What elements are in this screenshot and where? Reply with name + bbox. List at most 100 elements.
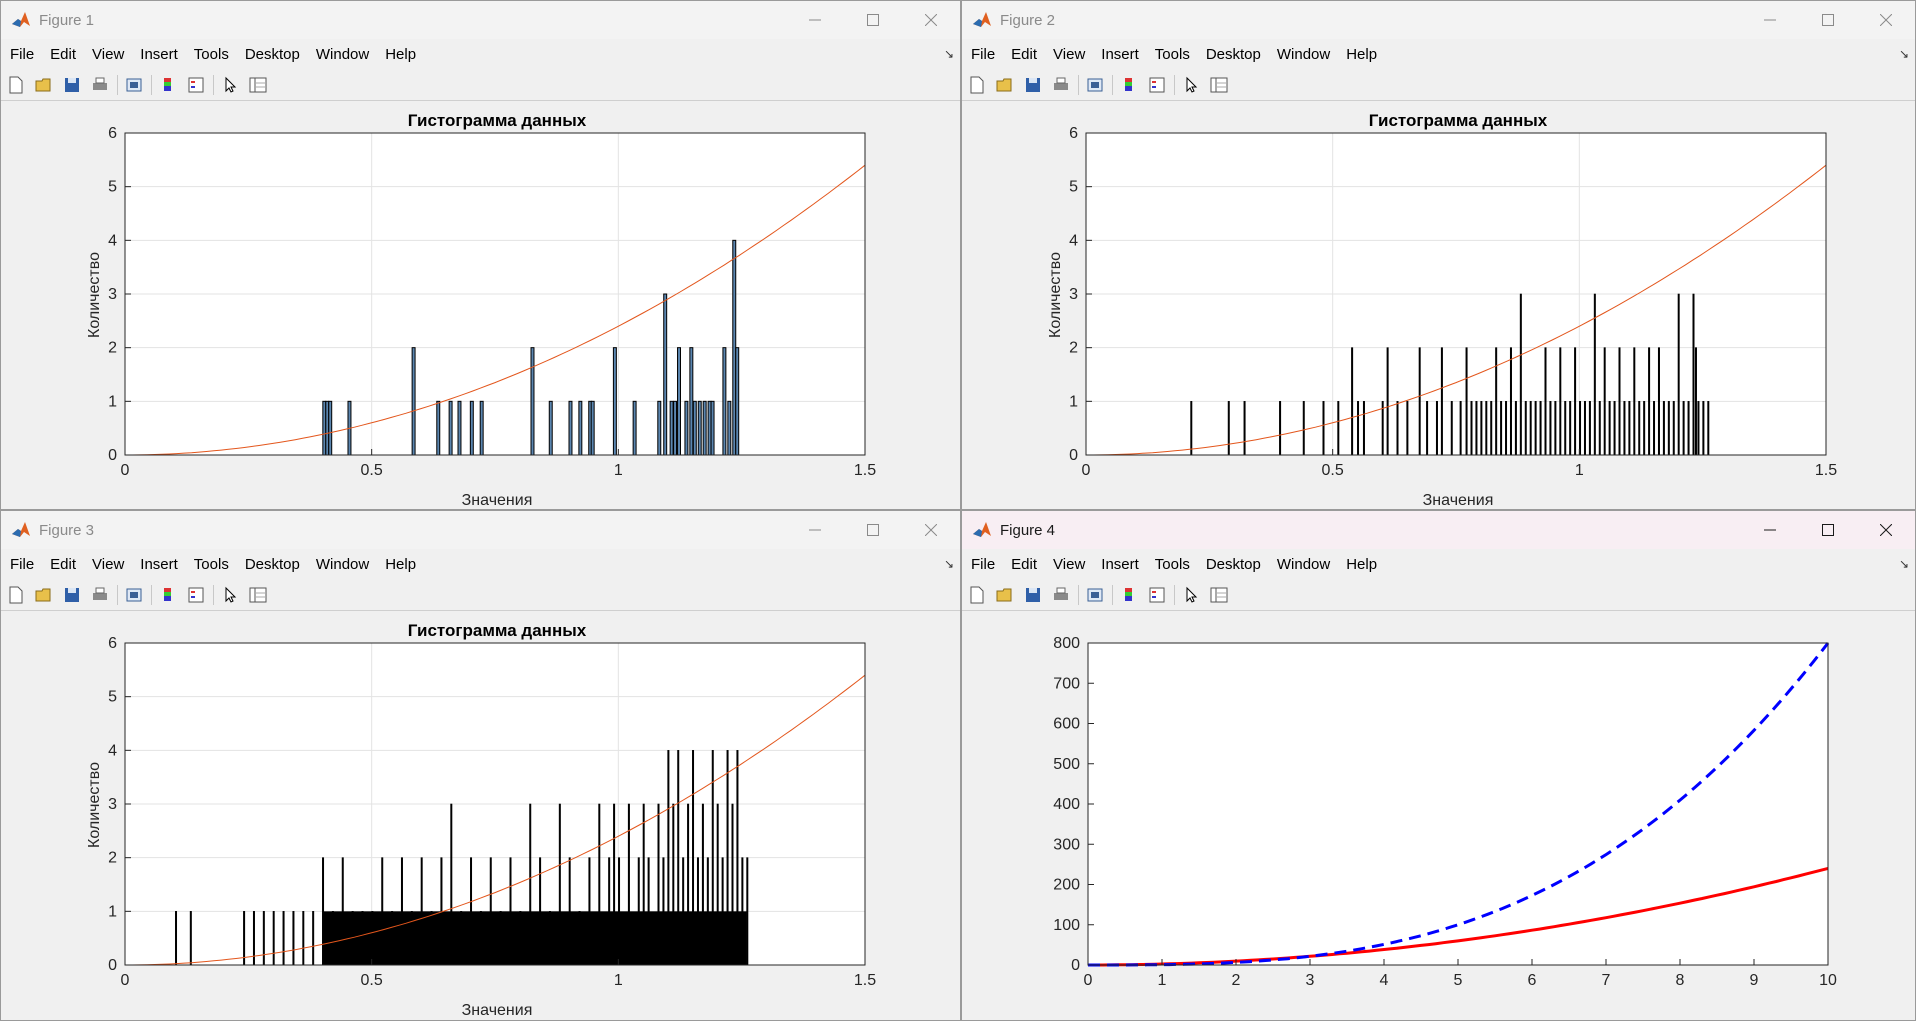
figure-canvas[interactable]: 0 1 2 3 4 5 6 7 8 9 10 0 100 200 300 400 500 600 700 800 [962, 611, 1915, 1020]
histogram-bar [272, 911, 275, 966]
maximize-button[interactable] [1799, 1, 1857, 39]
menu-tools[interactable]: Tools [1154, 45, 1190, 63]
save-button[interactable] [1022, 74, 1044, 96]
title-bar[interactable]: Figure 2 [962, 1, 1915, 39]
y-tick-label: 6 [1069, 125, 1078, 142]
open-file-button[interactable] [994, 584, 1016, 606]
edit-plot-button[interactable] [219, 74, 241, 96]
menu-edit[interactable]: Edit [50, 555, 77, 573]
maximize-button[interactable] [844, 1, 902, 39]
menu-edit[interactable]: Edit [50, 45, 77, 63]
print-preview-button[interactable] [1084, 74, 1106, 96]
print-button[interactable] [89, 584, 111, 606]
minimize-button[interactable] [786, 511, 844, 549]
histogram-bar [1426, 401, 1429, 456]
figure-canvas[interactable]: Гистограмма данных Значения Количество 0… [1, 101, 960, 509]
new-figure-button[interactable] [966, 584, 988, 606]
dock-arrow-icon[interactable]: ↘ [943, 47, 954, 61]
close-button[interactable] [1857, 1, 1915, 39]
menu-desktop[interactable]: Desktop [1205, 45, 1261, 63]
figure-canvas[interactable]: Гистограмма данных Значения Количество 0… [1, 611, 960, 1020]
menu-help[interactable]: Help [385, 555, 417, 573]
insert-colorbar-button[interactable] [1118, 584, 1140, 606]
menu-file[interactable]: File [971, 45, 996, 63]
menu-help[interactable]: Help [385, 45, 417, 63]
insert-colorbar-button[interactable] [157, 74, 179, 96]
dock-arrow-icon[interactable]: ↘ [943, 557, 954, 571]
print-preview-button[interactable] [123, 584, 145, 606]
figure-canvas[interactable]: Гистограмма данных Значения Количество 0… [962, 101, 1915, 509]
close-button[interactable] [1857, 511, 1915, 549]
menu-view[interactable]: View [1053, 555, 1086, 573]
menu-window[interactable]: Window [1276, 555, 1331, 573]
close-button[interactable] [902, 511, 960, 549]
property-inspector-button[interactable] [247, 584, 269, 606]
edit-plot-button[interactable] [219, 584, 241, 606]
menu-file[interactable]: File [10, 555, 35, 573]
print-preview-button[interactable] [1084, 584, 1106, 606]
edit-plot-button[interactable] [1180, 74, 1202, 96]
save-button[interactable] [1022, 584, 1044, 606]
menu-tools[interactable]: Tools [193, 555, 229, 573]
menu-insert[interactable]: Insert [1101, 45, 1139, 63]
open-file-button[interactable] [994, 74, 1016, 96]
menu-insert[interactable]: Insert [140, 45, 178, 63]
menu-file[interactable]: File [971, 555, 996, 573]
print-button[interactable] [1050, 74, 1072, 96]
new-figure-button[interactable] [5, 584, 27, 606]
print-button[interactable] [89, 74, 111, 96]
dock-arrow-icon[interactable]: ↘ [1898, 557, 1909, 571]
close-button[interactable] [902, 1, 960, 39]
menu-help[interactable]: Help [1346, 555, 1378, 573]
menu-file[interactable]: File [10, 45, 35, 63]
menu-tools[interactable]: Tools [193, 45, 229, 63]
menu-tools[interactable]: Tools [1154, 555, 1190, 573]
histogram-bar [1657, 347, 1660, 456]
insert-legend-button[interactable] [185, 584, 207, 606]
save-button[interactable] [61, 584, 83, 606]
menu-help[interactable]: Help [1346, 45, 1378, 63]
menu-window[interactable]: Window [1276, 45, 1331, 63]
title-bar[interactable]: Figure 1 [1, 1, 960, 39]
print-button[interactable] [1050, 584, 1072, 606]
insert-colorbar-button[interactable] [1118, 74, 1140, 96]
minimize-button[interactable] [786, 1, 844, 39]
minimize-button[interactable] [1741, 511, 1799, 549]
histogram-bar [1692, 293, 1695, 456]
property-inspector-button[interactable] [247, 74, 269, 96]
property-inspector-button[interactable] [1208, 74, 1230, 96]
menu-desktop[interactable]: Desktop [244, 45, 300, 63]
minimize-button[interactable] [1741, 1, 1799, 39]
new-figure-button[interactable] [5, 74, 27, 96]
print-preview-button[interactable] [123, 74, 145, 96]
menu-desktop[interactable]: Desktop [1205, 555, 1261, 573]
menu-window[interactable]: Window [315, 45, 370, 63]
menu-window[interactable]: Window [315, 555, 370, 573]
title-bar[interactable]: Figure 4 [962, 511, 1915, 549]
menu-insert[interactable]: Insert [1101, 555, 1139, 573]
new-figure-button[interactable] [966, 74, 988, 96]
save-button[interactable] [61, 74, 83, 96]
maximize-button[interactable] [1799, 511, 1857, 549]
insert-legend-button[interactable] [1146, 74, 1168, 96]
maximize-button[interactable] [844, 511, 902, 549]
toolbar-separator [1112, 584, 1113, 605]
open-file-button[interactable] [33, 584, 55, 606]
menu-view[interactable]: View [1053, 45, 1086, 63]
dock-arrow-icon[interactable]: ↘ [1898, 47, 1909, 61]
new-figure-icon [970, 586, 984, 603]
menu-edit[interactable]: Edit [1011, 45, 1038, 63]
insert-legend-button[interactable] [1146, 584, 1168, 606]
menu-desktop[interactable]: Desktop [244, 555, 300, 573]
menu-insert[interactable]: Insert [140, 555, 178, 573]
menu-view[interactable]: View [92, 555, 125, 573]
matlab-logo-icon [973, 12, 991, 27]
menu-edit[interactable]: Edit [1011, 555, 1038, 573]
insert-colorbar-button[interactable] [157, 584, 179, 606]
edit-plot-button[interactable] [1180, 584, 1202, 606]
insert-legend-button[interactable] [185, 74, 207, 96]
menu-view[interactable]: View [92, 45, 125, 63]
open-file-button[interactable] [33, 74, 55, 96]
property-inspector-button[interactable] [1208, 584, 1230, 606]
title-bar[interactable]: Figure 3 [1, 511, 960, 549]
